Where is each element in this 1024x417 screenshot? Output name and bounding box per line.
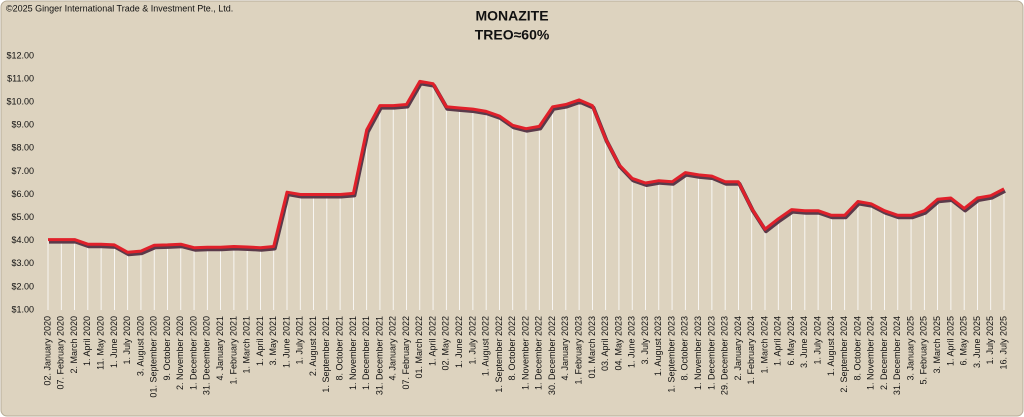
x-tick-label: 02. January 2020: [42, 316, 52, 386]
x-tick-label: 01. March 2022: [414, 316, 424, 379]
x-tick-label: 1. December 2022: [534, 316, 544, 390]
x-tick-label: 8. October 2021: [334, 316, 344, 381]
x-tick-label: 1. April 2025: [945, 316, 955, 366]
x-tick-label: 1. June 2021: [281, 316, 291, 368]
chart-title: MONAZITE: [475, 8, 548, 24]
x-tick-label: 02. May 2022: [441, 316, 451, 371]
data-line: [48, 79, 1005, 254]
x-tick-label: 6. May 2024: [786, 316, 796, 366]
x-tick-label: 01. September 2020: [149, 316, 159, 398]
x-tick-label: 1. December 2023: [706, 316, 716, 390]
y-tick-label: $1.00: [11, 304, 34, 314]
x-tick-label: 8. October 2022: [507, 316, 517, 381]
y-tick-label: $9.00: [11, 120, 34, 130]
x-tick-label: 4. January 2021: [215, 316, 225, 381]
x-tick-label: 03. April 2023: [600, 316, 610, 371]
y-tick-label: $12.00: [6, 50, 34, 60]
y-tick-label: $5.00: [11, 212, 34, 222]
x-tick-label: 2. September 2024: [839, 316, 849, 393]
x-tick-label: 1. February 2021: [228, 316, 238, 385]
x-tick-label: 1. July 2021: [295, 316, 305, 365]
x-tick-label: 2. August 2021: [308, 316, 318, 376]
x-tick-label: 1. November 2021: [348, 316, 358, 390]
x-tick-label: 07. February 2022: [401, 316, 411, 390]
x-tick-label: 1. April 2024: [773, 316, 783, 366]
x-tick-label: 2. March 2020: [69, 316, 79, 374]
x-tick-label: 30. December 2022: [547, 316, 557, 395]
x-tick-label: 2. December 2024: [879, 316, 889, 390]
x-tick-label: 1. July 2025: [985, 316, 995, 365]
x-tick-label: 1. July 2022: [467, 316, 477, 365]
x-tick-label: 1. December 2020: [188, 316, 198, 390]
x-tick-label: 4. January 2023: [560, 316, 570, 381]
x-tick-label: 31. December 2021: [374, 316, 384, 395]
x-tick-label: 1. August 2023: [653, 316, 663, 376]
x-tick-label: 1. September 2023: [666, 316, 676, 393]
y-tick-label: $10.00: [6, 97, 34, 107]
x-tick-label: 1. April 2022: [427, 316, 437, 366]
x-tick-label: 01. March 2023: [587, 316, 597, 379]
chart-subtitle: TREO≈60%: [475, 27, 550, 43]
x-tick-label: 1. September 2021: [321, 316, 331, 393]
x-tick-label: 31. December 2024: [892, 316, 902, 395]
x-tick-label: 1. August 2024: [826, 316, 836, 376]
x-tick-label: 3. July 2023: [640, 316, 650, 365]
x-tick-label: 5. February 2025: [919, 316, 929, 385]
x-tick-label: 04. May 2023: [613, 316, 623, 371]
x-tick-label: 1. February 2023: [573, 316, 583, 385]
x-tick-label: 3. June 2024: [799, 316, 809, 368]
x-tick-label: 1. December 2021: [361, 316, 371, 390]
x-tick-label: 31. December 2020: [202, 316, 212, 395]
x-tick-label: 29. December 2023: [720, 316, 730, 395]
x-tick-label: 1. June 2022: [454, 316, 464, 368]
x-tick-label: 8. October 2024: [852, 316, 862, 381]
x-tick-label: 3. March 2025: [932, 316, 942, 374]
x-tick-label: 3. May 2021: [268, 316, 278, 366]
x-tick-label: 3. August 2020: [135, 316, 145, 376]
x-tick-label: 1. July 2024: [812, 316, 822, 365]
x-tick-label: 16. July 2025: [998, 316, 1008, 370]
x-tick-label: 1. April 2021: [255, 316, 265, 366]
y-tick-label: $2.00: [11, 281, 34, 291]
x-tick-label: 1. July 2020: [122, 316, 132, 365]
x-tick-label: 1. February 2024: [746, 316, 756, 385]
x-tick-label: 07. February 2020: [56, 316, 66, 390]
x-tick-label: 1. June 2020: [109, 316, 119, 368]
x-tick-label: 6. May 2025: [959, 316, 969, 366]
copyright: ©2025 Ginger International Trade & Inves…: [6, 3, 233, 13]
x-tick-label: 1. June 2023: [627, 316, 637, 368]
x-tick-label: 11. May 2020: [95, 316, 105, 370]
x-tick-label: 9. October 2020: [162, 316, 172, 381]
y-tick-label: $3.00: [11, 258, 34, 268]
x-tick-label: 4. January 2022: [388, 316, 398, 381]
y-tick-label: $8.00: [11, 143, 34, 153]
x-tick-label: 1. November 2024: [866, 316, 876, 390]
x-tick-label: 3. January 2025: [905, 316, 915, 381]
x-tick-label: 8. October 2023: [680, 316, 690, 381]
x-tick-label: 3. June 2025: [972, 316, 982, 368]
x-tick-label: 1. November 2022: [520, 316, 530, 390]
y-tick-label: $6.00: [11, 189, 34, 199]
y-tick-label: $4.00: [11, 235, 34, 245]
x-tick-label: 1. April 2020: [82, 316, 92, 366]
x-tick-label: 1. March 2024: [759, 316, 769, 374]
x-tick-label: 1. September 2022: [494, 316, 504, 393]
x-tick-label: 2. January 2024: [733, 316, 743, 381]
x-tick-label: 2. November 2020: [175, 316, 185, 390]
x-tick-label: 1. November 2023: [693, 316, 703, 390]
x-tick-label: 1. March 2021: [242, 316, 252, 374]
x-tick-label: 1. August 2022: [481, 316, 491, 376]
line-shadow: [49, 81, 1006, 257]
y-tick-label: $11.00: [7, 73, 34, 83]
y-tick-label: $7.00: [11, 166, 34, 176]
